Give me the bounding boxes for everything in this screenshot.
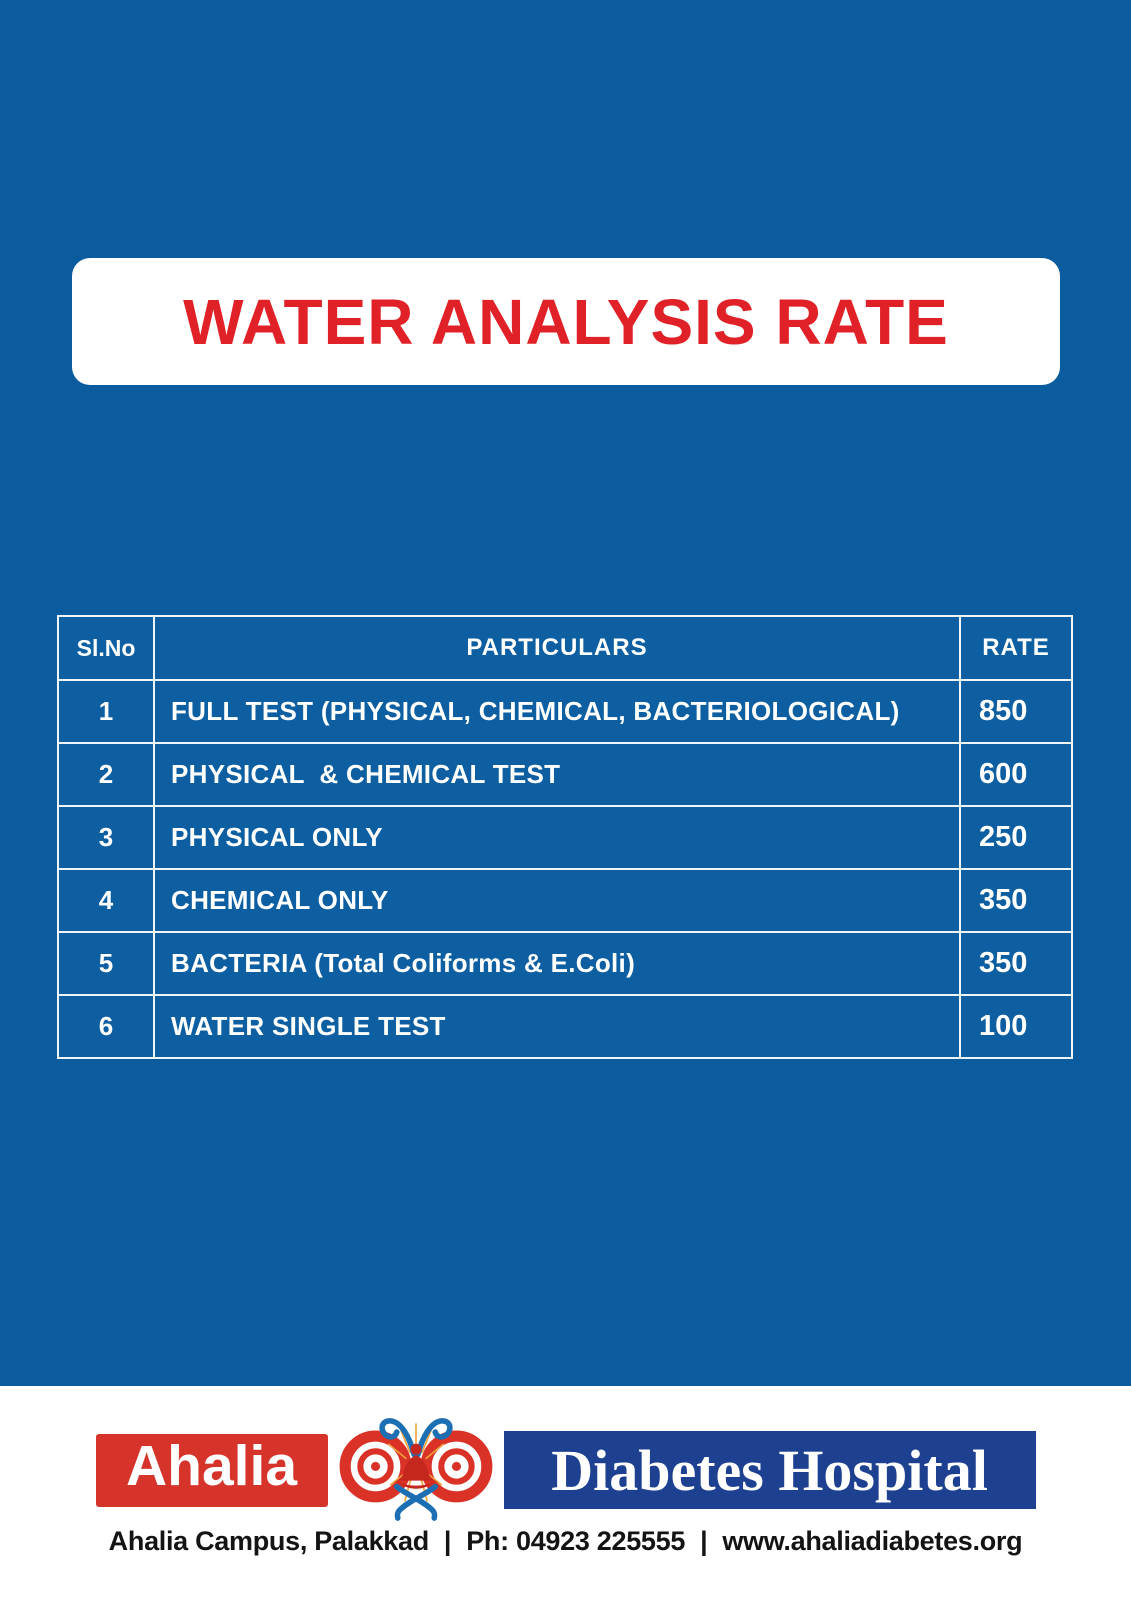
col-header-slno: Sl.No [59,617,153,679]
row-slno: 1 [59,681,153,742]
brand-ahalia-badge: Ahalia [95,1433,328,1507]
row-slno: 5 [59,933,153,994]
separator: | [700,1526,708,1556]
row-particulars: WATER SINGLE TEST [155,996,959,1057]
row-particulars: PHYSICAL & CHEMICAL TEST [155,744,959,805]
campus-text: Ahalia Campus, Palakkad [108,1526,430,1556]
brand-lockup: Ahalia [0,1418,1131,1521]
ahalia-emblem-icon [339,1418,492,1521]
website-text: www.ahaliadiabetes.org [722,1526,1023,1556]
row-slno: 2 [59,744,153,805]
row-particulars: BACTERIA (Total Coliforms & E.Coli) [155,933,959,994]
row-rate: 100 [961,996,1071,1057]
footer: Ahalia [0,1386,1131,1600]
col-header-particulars: PARTICULARS [155,617,959,679]
row-rate: 350 [961,870,1071,931]
title-card: WATER ANALYSIS RATE [72,258,1060,385]
separator: | [443,1526,452,1556]
row-slno: 6 [59,996,153,1057]
row-rate: 350 [961,933,1071,994]
row-slno: 4 [59,870,153,931]
phone-text: Ph: 04923 225555 [466,1526,686,1556]
brand-diabetes-hospital-badge: Diabetes Hospital [503,1431,1036,1509]
page-title: WATER ANALYSIS RATE [183,285,949,358]
contact-line: Ahalia Campus, Palakkad | Ph: 04923 225555… [0,1526,1131,1557]
row-rate: 850 [961,681,1071,742]
row-particulars: CHEMICAL ONLY [155,870,959,931]
row-rate: 250 [961,807,1071,868]
rate-table: Sl.No PARTICULARS RATE 1 FULL TEST (PHYS… [57,615,1073,1059]
col-header-rate: RATE [961,617,1071,679]
brand-ahalia-label: Ahalia [125,1434,298,1498]
row-particulars: PHYSICAL ONLY [155,807,959,868]
row-rate: 600 [961,744,1071,805]
row-particulars: FULL TEST (PHYSICAL, CHEMICAL, BACTERIOL… [155,681,959,742]
row-slno: 3 [59,807,153,868]
brand-diabetes-hospital-label: Diabetes Hospital [551,1437,988,1503]
